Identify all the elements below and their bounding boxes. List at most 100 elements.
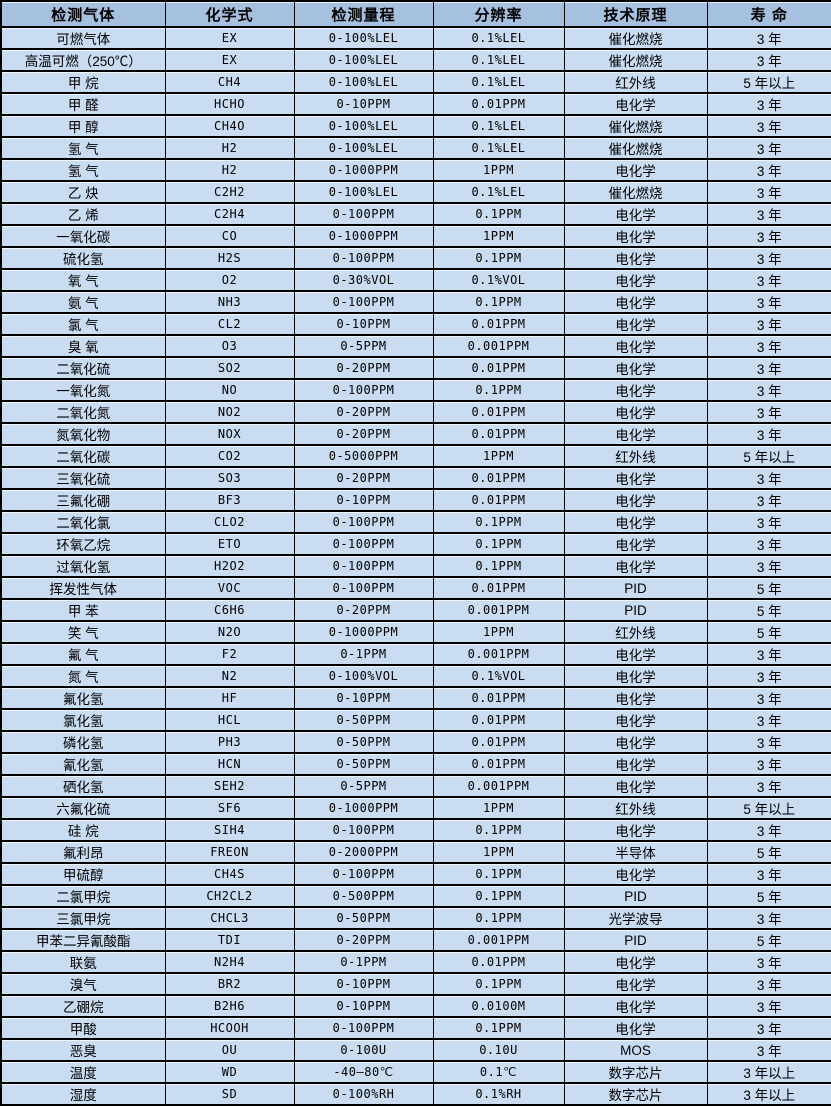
table-row: 氮 气 N2 0-100%VOL 0.1%VOL 电化学 3 年 [0,664,831,688]
range-cell: 0-10PPM [293,972,434,996]
formula-cell: SD [164,1082,295,1106]
range-cell: 0-50PPM [293,730,434,754]
lifespan-cell: 3 年 [706,862,831,886]
formula-cell: H2O2 [164,554,295,578]
formula-cell: N2O [164,620,295,644]
resolution-cell: 0.1%LEL [432,180,565,204]
resolution-cell: 0.01PPM [432,752,565,776]
principle-cell: 催化燃烧 [563,114,708,138]
table-row: 溴气 BR2 0-10PPM 0.1PPM 电化学 3 年 [0,972,831,996]
principle-cell: 电化学 [563,202,708,226]
principle-cell: 红外线 [563,70,708,94]
principle-cell: MOS [563,1038,708,1062]
lifespan-cell: 3 年 [706,994,831,1018]
table-row: 氨 气 NH3 0-100PPM 0.1PPM 电化学 3 年 [0,290,831,314]
resolution-cell: 1PPM [432,224,565,248]
lifespan-cell: 3 年 [706,422,831,446]
formula-cell: HCN [164,752,295,776]
table-row: 可燃气体 EX 0-100%LEL 0.1%LEL 催化燃烧 3 年 [0,26,831,50]
gas-name-cell: 二氧化硫 [0,356,166,380]
resolution-cell: 0.001PPM [432,774,565,798]
formula-cell: EX [164,26,295,50]
formula-cell: SEH2 [164,774,295,798]
principle-cell: 数字芯片 [563,1060,708,1084]
table-row: 氟 气 F2 0-1PPM 0.001PPM 电化学 3 年 [0,642,831,666]
table-row: 一氧化氮 NO 0-100PPM 0.1PPM 电化学 3 年 [0,378,831,402]
range-cell: 0-20PPM [293,598,434,622]
table-row: 乙 炔 C2H2 0-100%LEL 0.1%LEL 催化燃烧 3 年 [0,180,831,204]
resolution-cell: 0.1%LEL [432,48,565,72]
gas-name-cell: 高温可燃（250℃） [0,48,166,72]
principle-cell: 电化学 [563,422,708,446]
lifespan-cell: 5 年以上 [706,444,831,468]
table-row: 环氧乙烷 ETO 0-100PPM 0.1PPM 电化学 3 年 [0,532,831,556]
principle-cell: 电化学 [563,378,708,402]
principle-cell: 电化学 [563,356,708,380]
lifespan-cell: 5 年 [706,598,831,622]
principle-cell: 红外线 [563,444,708,468]
range-cell: 0-100PPM [293,1016,434,1040]
lifespan-cell: 3 年 [706,136,831,160]
range-cell: 0-5PPM [293,774,434,798]
lifespan-cell: 3 年 [706,730,831,754]
lifespan-cell: 5 年 [706,840,831,864]
formula-cell: CHCL3 [164,906,295,930]
gas-name-cell: 温度 [0,1060,166,1084]
lifespan-cell: 3 年 [706,532,831,556]
gas-name-cell: 一氧化碳 [0,224,166,248]
lifespan-cell: 3 年 [706,972,831,996]
lifespan-cell: 3 年 [706,752,831,776]
formula-cell: H2 [164,158,295,182]
formula-cell: HCL [164,708,295,732]
resolution-cell: 0.1PPM [432,202,565,226]
principle-cell: 电化学 [563,334,708,358]
range-cell: 0-100U [293,1038,434,1062]
resolution-cell: 0.01PPM [432,422,565,446]
lifespan-cell: 3 年 [706,664,831,688]
gas-name-cell: 三氧化硫 [0,466,166,490]
lifespan-cell: 3 年以上 [706,1082,831,1106]
range-cell: 0-100PPM [293,510,434,534]
lifespan-cell: 3 年 [706,268,831,292]
range-cell: 0-1000PPM [293,224,434,248]
header-lifespan: 寿 命 [706,0,831,28]
formula-cell: SIH4 [164,818,295,842]
table-row: 硫化氢 H2S 0-100PPM 0.1PPM 电化学 3 年 [0,246,831,270]
formula-cell: PH3 [164,730,295,754]
lifespan-cell: 3 年 [706,312,831,336]
gas-name-cell: 氰化氢 [0,752,166,776]
gas-name-cell: 一氧化氮 [0,378,166,402]
range-cell: 0-100PPM [293,818,434,842]
principle-cell: 电化学 [563,510,708,534]
formula-cell: NOX [164,422,295,446]
gas-name-cell: 氟 气 [0,642,166,666]
table-row: 一氧化碳 CO 0-1000PPM 1PPM 电化学 3 年 [0,224,831,248]
principle-cell: 电化学 [563,1016,708,1040]
resolution-cell: 0.1PPM [432,290,565,314]
principle-cell: PID [563,598,708,622]
principle-cell: 电化学 [563,246,708,270]
gas-name-cell: 恶臭 [0,1038,166,1062]
formula-cell: CH4 [164,70,295,94]
principle-cell: 电化学 [563,268,708,292]
resolution-cell: 0.1PPM [432,862,565,886]
formula-cell: CL2 [164,312,295,336]
table-row: 氢 气 H2 0-1000PPM 1PPM 电化学 3 年 [0,158,831,182]
lifespan-cell: 3 年 [706,1038,831,1062]
resolution-cell: 0.01PPM [432,356,565,380]
principle-cell: 电化学 [563,224,708,248]
lifespan-cell: 3 年 [706,950,831,974]
range-cell: 0-1000PPM [293,796,434,820]
range-cell: 0-100PPM [293,202,434,226]
gas-name-cell: 联氨 [0,950,166,974]
gas-name-cell: 硫化氢 [0,246,166,270]
gas-name-cell: 氯 气 [0,312,166,336]
gas-name-cell: 二氧化碳 [0,444,166,468]
table-row: 甲 苯 C6H6 0-20PPM 0.001PPM PID 5 年 [0,598,831,622]
resolution-cell: 0.01PPM [432,950,565,974]
table-row: 氢 气 H2 0-100%LEL 0.1%LEL 催化燃烧 3 年 [0,136,831,160]
resolution-cell: 0.1%LEL [432,136,565,160]
table-row: 高温可燃（250℃） EX 0-100%LEL 0.1%LEL 催化燃烧 3 年 [0,48,831,72]
formula-cell: CO2 [164,444,295,468]
header-detection-range: 检测量程 [293,0,434,28]
